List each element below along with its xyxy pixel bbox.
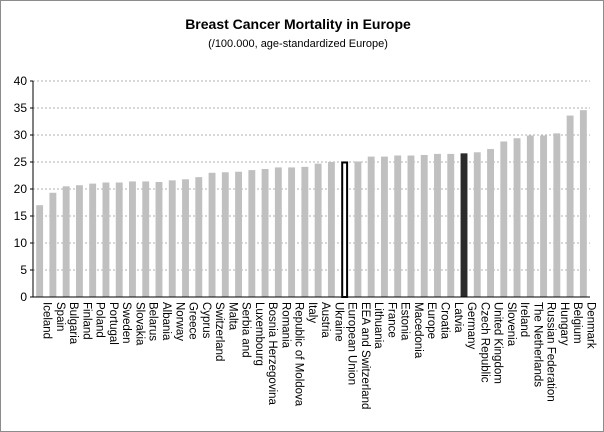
bar xyxy=(420,154,428,297)
x-category-label: Norway xyxy=(173,302,185,341)
bar xyxy=(208,172,216,297)
bar xyxy=(407,155,415,297)
x-category-label: Spain xyxy=(54,302,66,331)
y-tick-label: 5 xyxy=(20,263,27,277)
x-category-label: Slovenia xyxy=(505,302,517,347)
bar xyxy=(394,155,402,297)
x-category-label: The Netherlands xyxy=(531,302,543,387)
x-category-label: Iceland xyxy=(41,302,53,339)
y-tick-label: 0 xyxy=(20,290,27,304)
x-category-label: Belgium xyxy=(571,302,583,344)
chart-title: Breast Cancer Mortality in Europe xyxy=(185,16,411,32)
x-category-label: Ukraine xyxy=(332,302,344,342)
x-category-label: Croatia xyxy=(438,302,450,340)
x-category-label: Republic of Moldova xyxy=(293,302,305,407)
x-category-label: Germany xyxy=(465,302,477,350)
y-tick-label: 15 xyxy=(14,209,28,223)
x-category-label: Czech Republic xyxy=(478,302,490,383)
x-category-label: Slovakia xyxy=(133,302,145,346)
bar xyxy=(367,156,375,297)
bar xyxy=(142,181,150,297)
x-category-label: Denmark xyxy=(584,302,596,349)
x-category-label: France xyxy=(385,302,397,338)
bar xyxy=(447,153,455,297)
bar xyxy=(195,177,203,297)
bar xyxy=(129,181,136,297)
y-tick-label: 35 xyxy=(14,101,28,115)
x-category-label: Hungary xyxy=(558,302,570,346)
x-category-label: Europe xyxy=(425,302,437,339)
bar xyxy=(102,182,110,297)
x-category-label: Switzerland xyxy=(213,302,225,361)
y-tick-label: 30 xyxy=(14,128,28,142)
bar xyxy=(553,133,561,297)
x-category-label: Luxembourg xyxy=(253,302,265,366)
bar xyxy=(261,169,269,297)
y-tick-label: 40 xyxy=(14,74,28,88)
x-category-label: Macedonia xyxy=(412,302,424,359)
bar xyxy=(513,138,521,297)
bar xyxy=(487,149,494,297)
x-category-label: Poland xyxy=(94,302,106,338)
bar xyxy=(288,167,296,297)
y-tick-label: 25 xyxy=(14,155,28,169)
bar xyxy=(248,170,256,297)
y-tick-label: 10 xyxy=(14,236,28,250)
bar xyxy=(566,115,574,297)
x-category-label: Austria xyxy=(319,302,331,338)
bar xyxy=(526,135,534,297)
x-category-label: Portugal xyxy=(107,302,119,345)
bar xyxy=(540,135,548,297)
bar xyxy=(473,152,481,297)
bar xyxy=(274,167,282,297)
x-category-label: EEA and Switzerland xyxy=(359,302,371,409)
bar xyxy=(221,172,229,297)
x-category-label: Latvia xyxy=(452,302,464,333)
y-tick-label: 20 xyxy=(14,182,28,196)
bar xyxy=(75,185,83,297)
bar xyxy=(500,141,508,297)
x-category-label: Lithuania xyxy=(372,302,384,349)
x-category-label: Sweden xyxy=(120,302,132,344)
bar xyxy=(579,110,587,297)
bar xyxy=(36,205,44,297)
bar xyxy=(301,166,309,297)
bar xyxy=(115,182,123,297)
bar xyxy=(327,162,335,297)
bar xyxy=(434,153,441,297)
bar xyxy=(460,153,468,297)
x-category-label: Albania xyxy=(160,302,172,341)
bar xyxy=(62,186,70,297)
bar xyxy=(182,179,189,297)
x-category-label: Belarus xyxy=(147,302,159,341)
x-category-label: Bulgaria xyxy=(67,302,79,345)
bar xyxy=(155,181,163,297)
x-category-label: European Union xyxy=(346,302,358,385)
x-category-label: Cyprus xyxy=(200,302,212,339)
bar xyxy=(168,180,176,297)
x-category-label: Italy xyxy=(306,302,318,323)
x-category-label: Greece xyxy=(187,302,199,340)
x-category-label: Estonia xyxy=(399,302,411,341)
x-category-label: Romania xyxy=(279,302,291,349)
x-category-label: Bosnia Herzegovina xyxy=(266,302,278,406)
x-category-label: Finland xyxy=(80,302,92,340)
bar xyxy=(235,171,243,297)
x-category-label: United Kingdom xyxy=(492,302,504,384)
bar xyxy=(89,183,97,297)
bar xyxy=(380,156,388,297)
bar xyxy=(49,192,57,297)
x-category-label: Serbia and xyxy=(240,302,252,358)
bar xyxy=(354,161,362,297)
chart-subtitle: (/100.000, age-standardized Europe) xyxy=(208,38,388,50)
x-category-label: Ireland xyxy=(518,302,530,337)
x-category-label: Malta xyxy=(226,302,238,331)
bar xyxy=(314,163,322,297)
bar xyxy=(341,161,349,298)
x-category-label: Russian Federation xyxy=(545,302,557,402)
